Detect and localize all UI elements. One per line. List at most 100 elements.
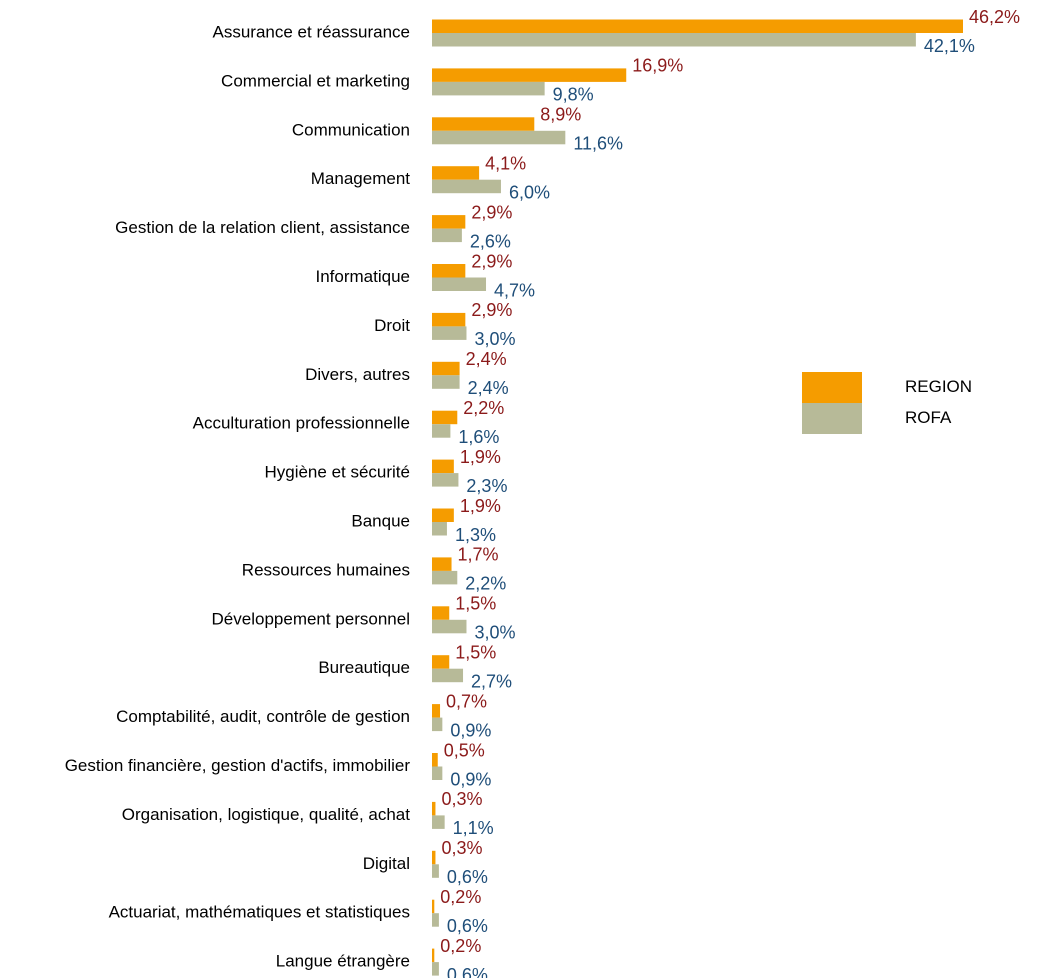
value-label: 1,9% [460, 447, 501, 467]
bar [432, 326, 467, 340]
value-label: 0,9% [450, 769, 491, 789]
category-label: Divers, autres [305, 365, 410, 384]
category-label: Organisation, logistique, qualité, achat [122, 805, 411, 824]
legend-label: REGION [905, 377, 972, 396]
value-label: 4,1% [485, 153, 526, 173]
category-label: Hygiène et sécurité [264, 463, 410, 482]
bar [432, 166, 480, 180]
value-label: 0,2% [440, 936, 481, 956]
category-label: Comptabilité, audit, contrôle de gestion [116, 707, 410, 726]
value-label: 1,7% [458, 545, 499, 565]
bar [432, 606, 450, 620]
category-label: Actuariat, mathématiques et statistiques [109, 903, 410, 922]
legend-swatch [802, 372, 862, 403]
category-label: Bureautique [318, 658, 410, 677]
bar [432, 215, 466, 229]
category-label: Communication [292, 120, 410, 139]
value-label: 3,0% [474, 623, 515, 643]
bar [432, 277, 487, 291]
bar [432, 473, 459, 487]
bar [432, 424, 451, 438]
bar [432, 312, 466, 327]
bar [432, 864, 439, 878]
bar [432, 815, 445, 829]
value-label: 1,5% [455, 594, 496, 614]
value-label: 0,6% [447, 867, 488, 887]
value-label: 1,5% [455, 642, 496, 662]
category-label: Gestion financière, gestion d'actifs, im… [65, 756, 411, 775]
bar [432, 801, 436, 816]
value-label: 2,2% [465, 574, 506, 594]
bar [432, 717, 443, 732]
bar [432, 668, 464, 683]
value-label: 2,4% [468, 378, 509, 398]
category-label: Gestion de la relation client, assistanc… [115, 218, 410, 237]
bar [432, 361, 460, 376]
value-label: 6,0% [509, 182, 550, 202]
bar [432, 117, 535, 131]
value-label: 4,7% [494, 280, 535, 300]
value-label: 3,0% [474, 329, 515, 349]
value-label: 1,9% [460, 496, 501, 516]
bar [432, 410, 458, 425]
category-label: Langue étrangère [276, 952, 410, 971]
value-label: 46,2% [969, 7, 1020, 27]
bar [432, 264, 466, 278]
value-label: 0,9% [450, 720, 491, 740]
value-label: 0,2% [440, 887, 481, 907]
bar [432, 570, 458, 585]
value-label: 2,7% [471, 671, 512, 691]
value-label: 2,9% [471, 202, 512, 222]
value-label: 0,7% [446, 691, 487, 711]
category-label: Management [311, 169, 411, 188]
bar [432, 850, 436, 865]
category-label: Banque [351, 511, 410, 530]
bar [432, 459, 454, 474]
bar [432, 81, 545, 96]
value-label: 2,9% [471, 251, 512, 271]
bar [432, 899, 435, 914]
bar [432, 619, 467, 634]
value-label: 0,3% [441, 838, 482, 858]
value-label: 11,6% [573, 134, 623, 154]
legend-swatch [802, 403, 862, 434]
bar [432, 522, 447, 536]
bar [432, 962, 439, 976]
bar [432, 33, 916, 47]
category-label: Commercial et marketing [221, 71, 410, 90]
bar [432, 655, 450, 669]
category-label: Droit [374, 316, 410, 335]
bar [432, 19, 963, 33]
value-label: 0,5% [444, 740, 485, 760]
bar [432, 704, 441, 718]
category-label: Informatique [316, 267, 411, 286]
value-label: 8,9% [540, 105, 581, 125]
bar [432, 753, 438, 767]
value-label: 0,6% [447, 916, 488, 936]
category-label: Ressources humaines [242, 560, 410, 579]
value-label: 2,4% [466, 349, 507, 369]
value-label: 9,8% [553, 85, 594, 105]
bar [432, 508, 454, 522]
bar [432, 375, 460, 389]
bar [432, 557, 452, 571]
value-label: 1,6% [458, 427, 499, 447]
category-label: Développement personnel [212, 609, 410, 628]
category-label: Assurance et réassurance [213, 22, 411, 41]
value-label: 2,3% [466, 476, 507, 496]
category-label: Digital [363, 854, 410, 873]
value-label: 16,9% [632, 56, 683, 76]
bar [432, 130, 566, 145]
bar [432, 948, 435, 963]
value-label: 1,1% [453, 818, 494, 838]
value-label: 2,6% [470, 231, 511, 251]
value-label: 0,3% [441, 789, 482, 809]
bar [432, 228, 462, 243]
bar [432, 179, 501, 194]
value-label: 2,9% [471, 300, 512, 320]
bar [432, 766, 443, 780]
category-label: Acculturation professionnelle [193, 414, 410, 433]
value-label: 0,6% [447, 965, 488, 978]
bar [432, 913, 439, 927]
